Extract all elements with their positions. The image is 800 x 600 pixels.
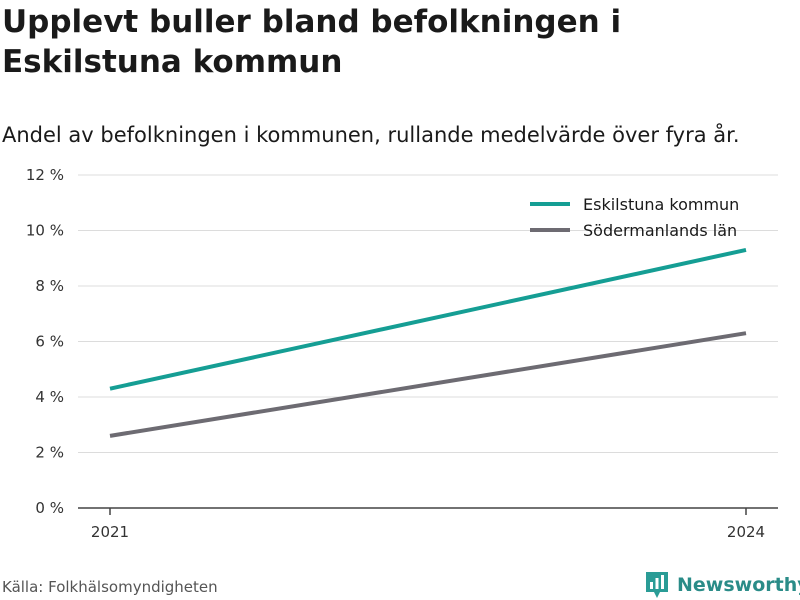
legend-label: Eskilstuna kommun [583,195,739,214]
y-tick-label: 6 % [35,333,64,351]
chart-title: Upplevt buller bland befolkningen i Eski… [2,4,622,80]
x-tick-label: 2021 [91,523,129,541]
line-chart: 0 % 2 % 4 % 6 % 8 % 10 % 12 % 2021 2024 Eskilst… [26,166,778,541]
newsworthy-bar-chart-icon [646,572,668,598]
y-tick-label: 10 % [26,222,64,240]
source-note: Källa: Folkhälsomyndigheten [2,578,218,596]
y-tick-label: 8 % [35,277,64,295]
brand-logo: Newsworthy [644,570,800,600]
y-tick-label: 4 % [35,388,64,406]
y-tick-label: 2 % [35,444,64,462]
series-lines [109,247,747,438]
series-line [109,331,747,438]
x-axis: 2021 2024 [78,507,778,541]
legend-label: Södermanlands län [583,221,737,240]
y-axis: 0 % 2 % 4 % 6 % 8 % 10 % 12 % [26,166,64,517]
gridlines [78,174,778,453]
y-tick-label: 12 % [26,166,64,184]
legend: Eskilstuna kommun Södermanlands län [530,195,739,240]
x-tick-label: 2024 [727,523,765,541]
y-tick-label: 0 % [35,499,64,517]
brand-name: Newsworthy [677,574,800,596]
series-line [109,247,747,391]
chart-subtitle: Andel av befolkningen i kommunen, rullan… [2,123,740,147]
